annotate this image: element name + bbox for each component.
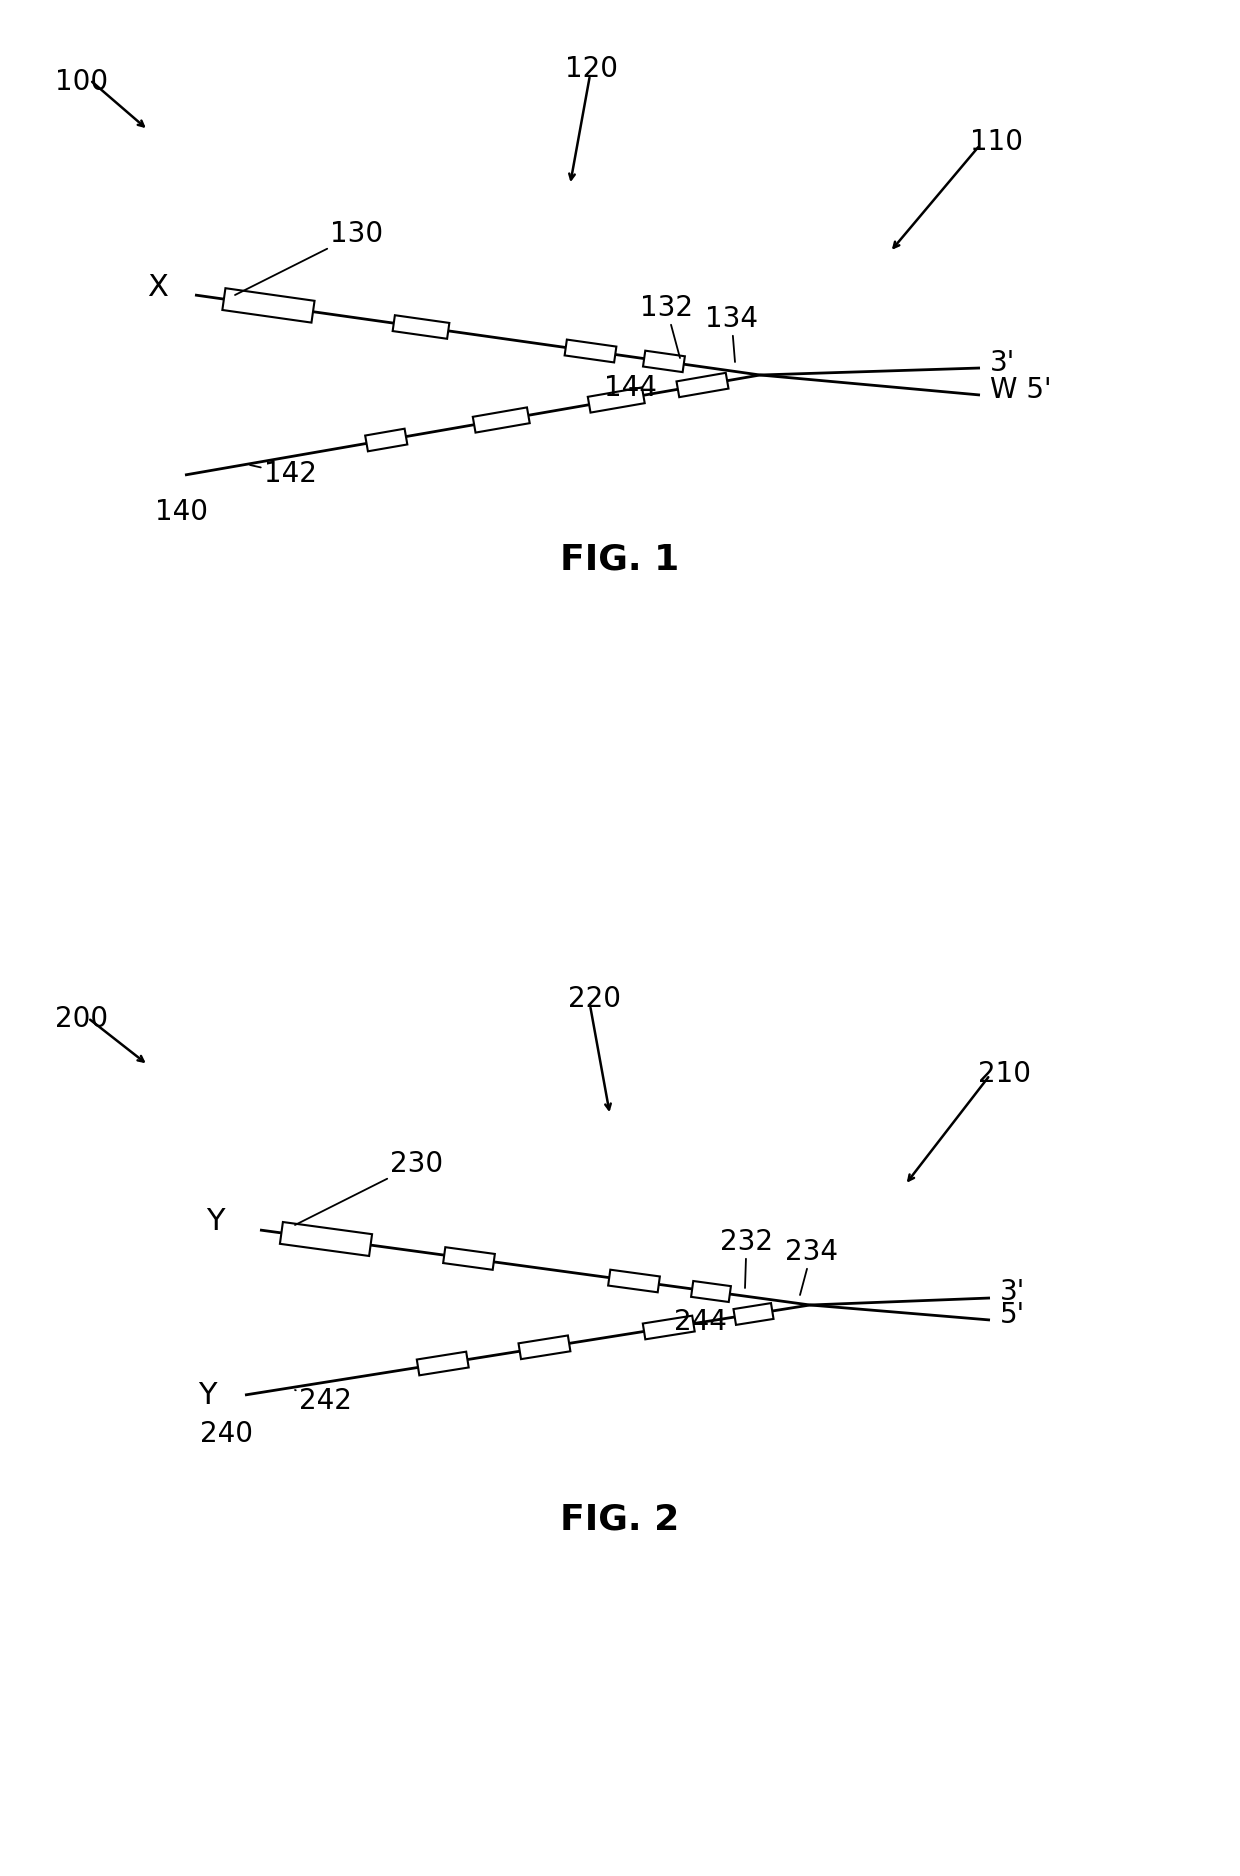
Text: 232: 232 <box>720 1229 773 1289</box>
Text: FIG. 2: FIG. 2 <box>560 1503 680 1536</box>
Polygon shape <box>472 407 529 433</box>
Polygon shape <box>691 1281 730 1302</box>
Polygon shape <box>443 1248 495 1270</box>
Text: 210: 210 <box>978 1060 1030 1088</box>
Text: 142: 142 <box>250 460 316 488</box>
Polygon shape <box>393 315 449 340</box>
Text: 134: 134 <box>706 306 758 362</box>
Polygon shape <box>222 289 315 323</box>
Text: 3': 3' <box>990 349 1016 377</box>
Polygon shape <box>608 1270 660 1293</box>
Polygon shape <box>417 1353 469 1375</box>
Text: 144: 144 <box>604 373 656 401</box>
Polygon shape <box>644 351 684 371</box>
Text: 120: 120 <box>565 54 618 83</box>
Text: 132: 132 <box>640 295 693 358</box>
Polygon shape <box>677 373 729 398</box>
Polygon shape <box>588 388 645 413</box>
Text: 5': 5' <box>999 1300 1025 1328</box>
Polygon shape <box>365 430 407 452</box>
Text: X: X <box>148 272 167 302</box>
Polygon shape <box>734 1304 774 1324</box>
Text: 234: 234 <box>785 1238 838 1294</box>
Text: 242: 242 <box>295 1386 351 1415</box>
Polygon shape <box>280 1221 372 1255</box>
Text: 3': 3' <box>999 1278 1025 1306</box>
Text: 130: 130 <box>236 219 383 295</box>
Text: 240: 240 <box>200 1420 253 1448</box>
Polygon shape <box>518 1336 570 1358</box>
Text: FIG. 1: FIG. 1 <box>560 542 680 578</box>
Text: Y: Y <box>207 1208 224 1236</box>
Text: Y: Y <box>198 1381 217 1409</box>
Text: 230: 230 <box>295 1150 443 1225</box>
Polygon shape <box>642 1315 694 1339</box>
Text: 110: 110 <box>970 128 1023 156</box>
Polygon shape <box>564 340 616 362</box>
Text: 220: 220 <box>568 985 621 1013</box>
Text: 100: 100 <box>55 68 108 96</box>
Text: 140: 140 <box>155 497 208 525</box>
Text: 244: 244 <box>673 1308 727 1336</box>
Text: W 5': W 5' <box>990 375 1052 403</box>
Text: 200: 200 <box>55 1006 108 1034</box>
